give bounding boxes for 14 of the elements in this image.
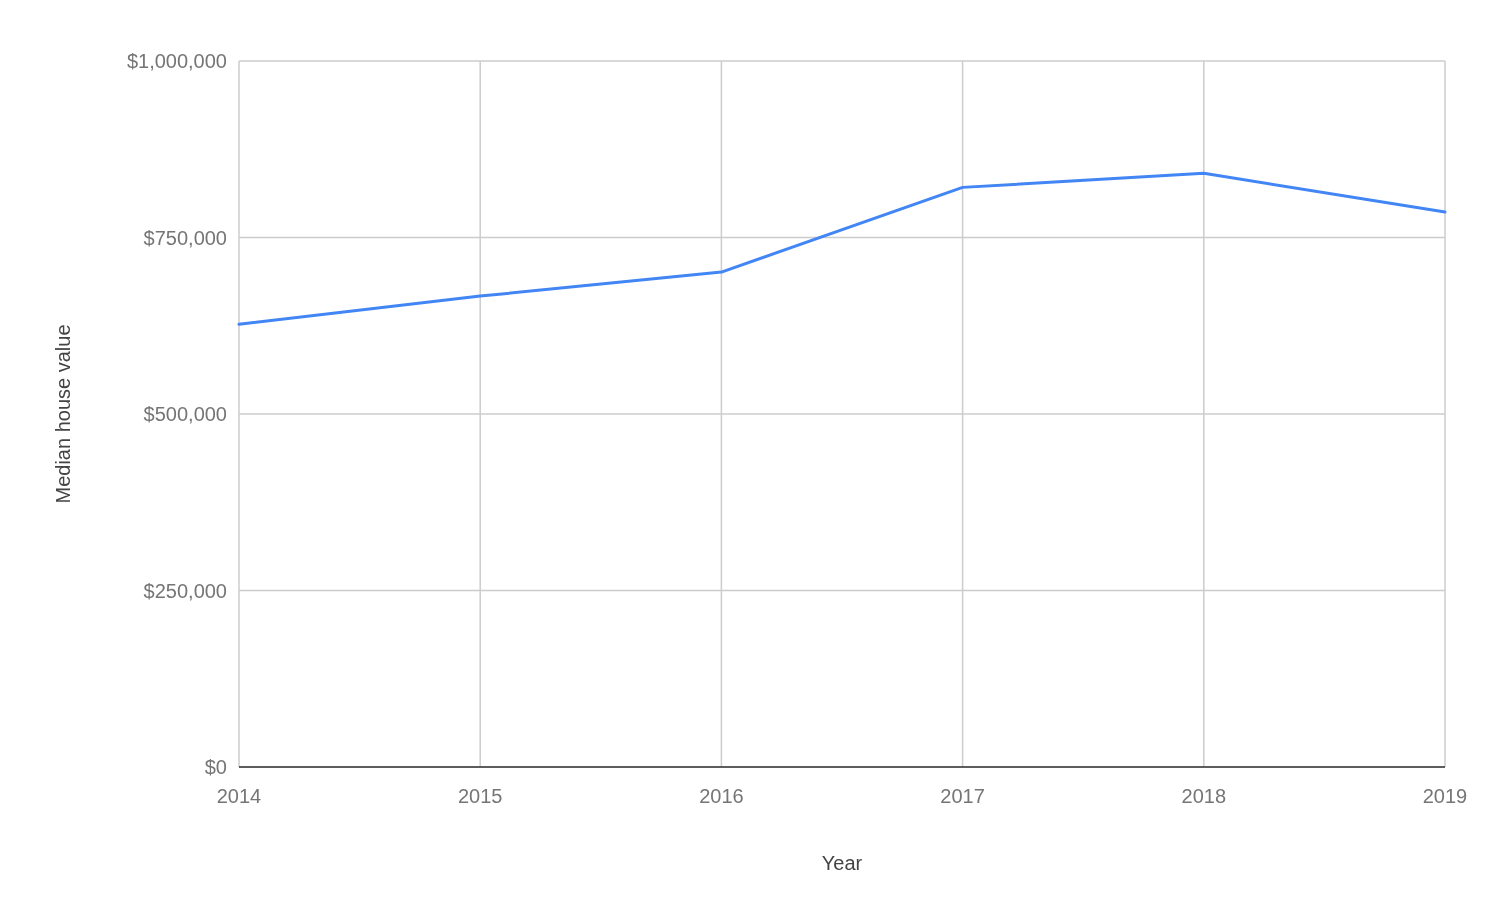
y-tick-label: $750,000 xyxy=(143,226,227,249)
x-tick-label: 2014 xyxy=(216,785,262,807)
x-tick-label: 2015 xyxy=(457,785,503,807)
y-tick-label: $250,000 xyxy=(143,579,227,602)
x-tick-label: 2016 xyxy=(699,785,744,807)
x-tick-label: 2018 xyxy=(1181,785,1227,807)
x-tick-label: 2017 xyxy=(940,785,985,807)
y-axis-title: Median house value xyxy=(52,324,74,504)
x-axis-title: Year xyxy=(821,852,863,874)
y-tick-label: $1,000,000 xyxy=(126,50,227,72)
line-series xyxy=(237,171,1447,326)
y-tick-label: $500,000 xyxy=(143,403,227,425)
y-tick-label: $0 xyxy=(204,756,227,778)
x-tick-label: 2019 xyxy=(1422,785,1468,807)
